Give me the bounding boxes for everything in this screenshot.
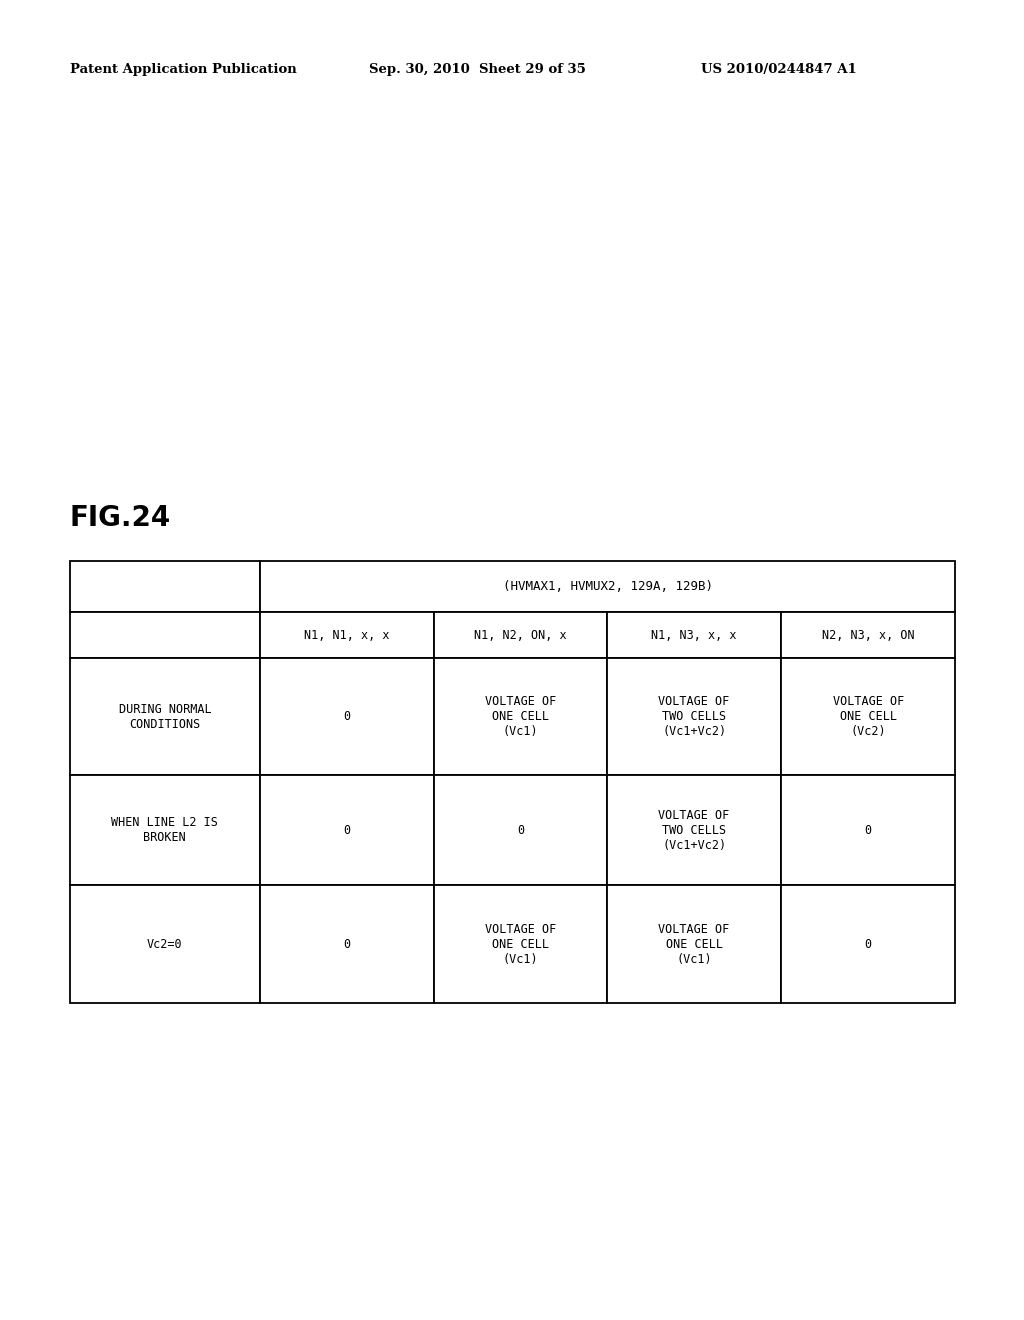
Text: VOLTAGE OF
ONE CELL
(Vc1): VOLTAGE OF ONE CELL (Vc1) [484,696,556,738]
Text: 0: 0 [343,710,350,723]
Text: VOLTAGE OF
ONE CELL
(Vc1): VOLTAGE OF ONE CELL (Vc1) [658,923,730,966]
Text: N1, N1, x, x: N1, N1, x, x [304,628,389,642]
Text: N1, N2, ON, x: N1, N2, ON, x [474,628,567,642]
Text: Patent Application Publication: Patent Application Publication [70,63,296,77]
Text: Sep. 30, 2010  Sheet 29 of 35: Sep. 30, 2010 Sheet 29 of 35 [369,63,586,77]
Text: US 2010/0244847 A1: US 2010/0244847 A1 [701,63,857,77]
Text: 0: 0 [343,937,350,950]
Text: WHEN LINE L2 IS
BROKEN: WHEN LINE L2 IS BROKEN [112,816,218,845]
Text: N1, N3, x, x: N1, N3, x, x [651,628,737,642]
Text: 0: 0 [343,824,350,837]
Text: (HVMAX1, HVMUX2, 129A, 129B): (HVMAX1, HVMUX2, 129A, 129B) [503,579,713,593]
Text: Vc2=0: Vc2=0 [147,937,182,950]
Text: 0: 0 [864,824,871,837]
Text: 0: 0 [864,937,871,950]
Text: VOLTAGE OF
ONE CELL
(Vc1): VOLTAGE OF ONE CELL (Vc1) [484,923,556,966]
Text: DURING NORMAL
CONDITIONS: DURING NORMAL CONDITIONS [119,702,211,731]
Text: FIG.24: FIG.24 [70,504,171,532]
Text: VOLTAGE OF
TWO CELLS
(Vc1+Vc2): VOLTAGE OF TWO CELLS (Vc1+Vc2) [658,809,730,851]
Text: VOLTAGE OF
ONE CELL
(Vc2): VOLTAGE OF ONE CELL (Vc2) [833,696,904,738]
Text: 0: 0 [517,824,524,837]
Text: VOLTAGE OF
TWO CELLS
(Vc1+Vc2): VOLTAGE OF TWO CELLS (Vc1+Vc2) [658,696,730,738]
Text: N2, N3, x, ON: N2, N3, x, ON [822,628,914,642]
